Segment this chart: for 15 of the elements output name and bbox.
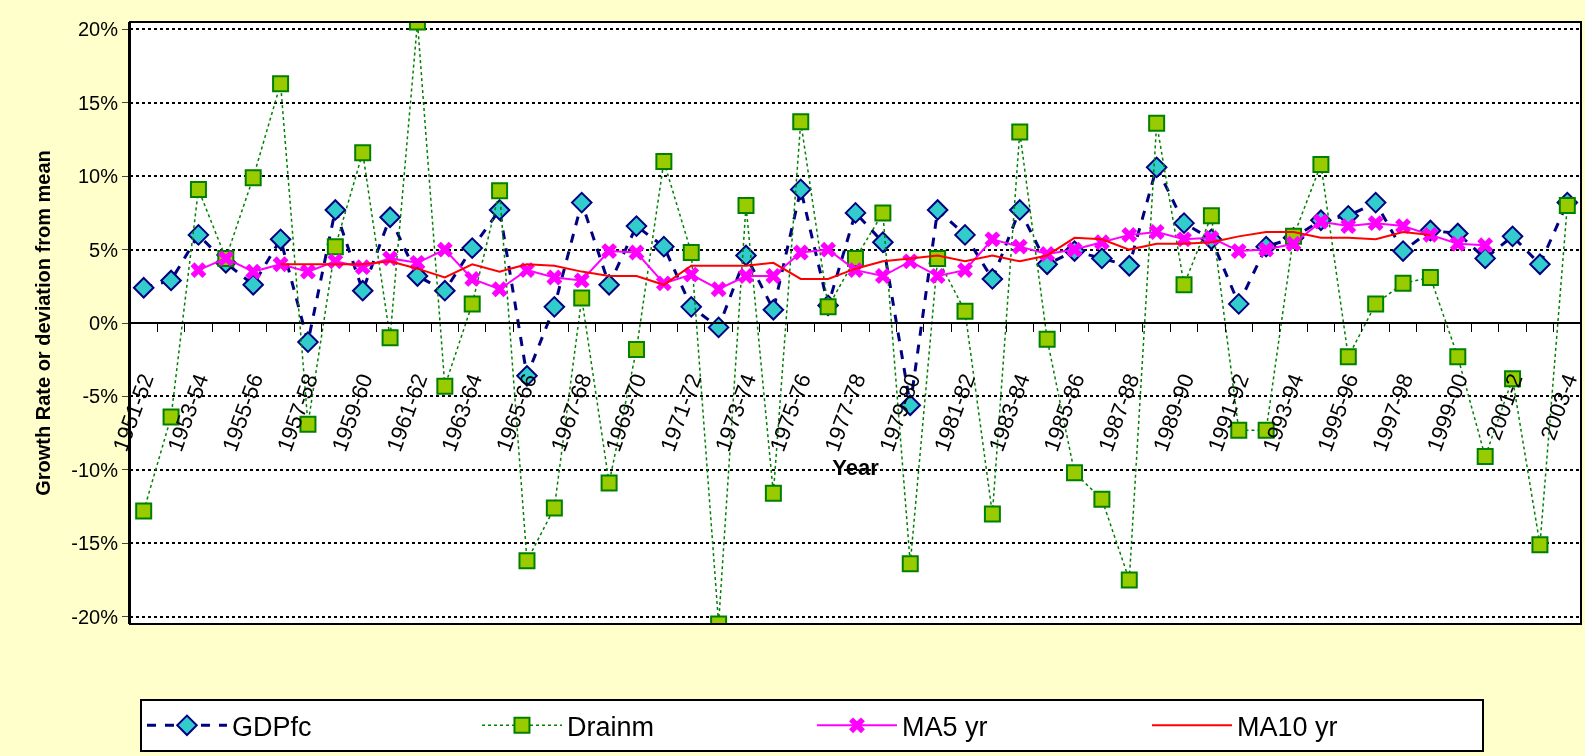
y-tick-label: 0% xyxy=(89,312,119,334)
y-tick-label: -20% xyxy=(71,605,119,628)
y-tick-label: 15% xyxy=(77,91,119,114)
y-axis-title: Growth Rate or deviation from mean xyxy=(32,150,55,496)
x-tick-label: 2001-2 xyxy=(1480,370,1528,444)
y-tick-label: -15% xyxy=(71,532,119,555)
legend-label: MA10 yr xyxy=(1236,711,1338,742)
x-tick-label: 2003-4 xyxy=(1535,370,1583,444)
legend-label: MA5 yr xyxy=(901,711,988,742)
y-tick-label: 5% xyxy=(89,238,119,261)
legend-label: Drainm xyxy=(566,711,654,742)
legend-label: GDPfc xyxy=(231,711,312,742)
y-tick-label: -10% xyxy=(71,458,119,481)
y-tick-label: 20% xyxy=(77,18,119,41)
y-tick-label: 10% xyxy=(77,165,119,188)
